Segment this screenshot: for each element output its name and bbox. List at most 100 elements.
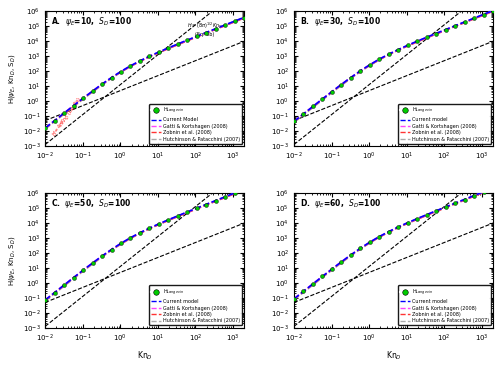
Y-axis label: H($\psi_E$, Kn$_D$, S$_D$): H($\psi_E$, Kn$_D$, S$_D$) [7, 54, 17, 104]
Point [60, 110, 68, 116]
Point [41, 125, 49, 131]
Point [442, 204, 450, 210]
Text: $H = 4\pi Kn_D^2$ (Eq. 6a): $H = 4\pi Kn_D^2$ (Eq. 6a) [50, 94, 86, 139]
Point [489, 8, 497, 14]
Point [451, 200, 459, 206]
Text: D.  $\psi_E$=60,  $S_D$=100: D. $\psi_E$=60, $S_D$=100 [300, 197, 382, 210]
X-axis label: Kn$_D$: Kn$_D$ [386, 349, 402, 362]
Point [422, 212, 430, 218]
Point [79, 268, 87, 273]
Point [347, 75, 355, 80]
Point [202, 201, 210, 207]
Point [98, 81, 106, 87]
Point [193, 206, 201, 211]
Point [212, 198, 220, 204]
Point [432, 208, 440, 214]
Point [108, 75, 116, 80]
Point [318, 273, 326, 279]
Point [60, 282, 68, 288]
Point [174, 41, 182, 47]
Point [88, 260, 96, 266]
Point [338, 259, 345, 265]
Text: $H = (8\pi)^{1/2} Kn_D$
(Eq. 6b): $H = (8\pi)^{1/2} Kn_D$ (Eq. 6b) [187, 21, 223, 37]
Point [489, 185, 497, 191]
Point [136, 230, 144, 236]
Point [404, 42, 411, 48]
Point [404, 220, 411, 226]
Point [460, 19, 468, 25]
Point [240, 186, 248, 192]
Point [290, 296, 298, 302]
Point [290, 118, 298, 124]
Legend: H$_{Langevin}$, Current model, Gatti & Kortshagen (2008), Zobnin et al. (2008), : H$_{Langevin}$, Current model, Gatti & K… [398, 286, 490, 325]
Point [230, 190, 238, 196]
Point [202, 30, 210, 36]
Point [184, 209, 192, 215]
Point [328, 89, 336, 95]
Point [451, 23, 459, 29]
Point [470, 193, 478, 199]
Text: B.  $\psi_E$=30,  $S_D$=100: B. $\psi_E$=30, $S_D$=100 [300, 15, 381, 28]
Point [300, 111, 308, 117]
Point [394, 224, 402, 230]
Point [164, 217, 172, 223]
Point [376, 56, 384, 62]
Point [79, 96, 87, 101]
Point [240, 14, 248, 20]
Point [146, 54, 154, 59]
Point [394, 47, 402, 53]
Point [126, 235, 134, 241]
Point [318, 96, 326, 102]
Point [338, 82, 345, 87]
Point [117, 241, 125, 246]
Point [222, 194, 230, 200]
Point [376, 234, 384, 240]
Point [136, 58, 144, 64]
Text: A.  $\psi_E$=10,  $S_D$=100: A. $\psi_E$=10, $S_D$=100 [51, 15, 132, 28]
Point [50, 290, 58, 296]
Point [309, 104, 317, 110]
Point [309, 281, 317, 287]
Point [50, 118, 58, 124]
Point [126, 63, 134, 69]
Point [432, 31, 440, 37]
X-axis label: Kn$_D$: Kn$_D$ [137, 349, 152, 362]
Point [164, 45, 172, 51]
Point [88, 88, 96, 94]
Point [366, 62, 374, 68]
Point [70, 275, 78, 280]
Point [98, 253, 106, 259]
Point [422, 34, 430, 40]
Point [222, 22, 230, 28]
Point [108, 246, 116, 252]
Text: C.  $\psi_E$=50,  $S_D$=100: C. $\psi_E$=50, $S_D$=100 [51, 197, 132, 210]
Point [117, 69, 125, 75]
Point [184, 37, 192, 43]
Point [155, 221, 163, 227]
Legend: H$_{Langevin}$, Current Model, Gatti & Kortshagen (2008), Zobnin et al. (2008), : H$_{Langevin}$, Current Model, Gatti & K… [149, 104, 242, 144]
Legend: H$_{Langevin}$, Current model, Gatti & Kortshagen (2008), Zobnin et al. (2008), : H$_{Langevin}$, Current model, Gatti & K… [398, 104, 490, 144]
Point [385, 51, 393, 57]
Point [193, 34, 201, 39]
Point [480, 189, 488, 195]
Point [413, 38, 421, 44]
Point [41, 297, 49, 303]
Point [356, 68, 364, 74]
Point [328, 266, 336, 272]
Legend: H$_{Langevin}$, Current model, Gatti & Kortshagen (2008), Zobnin et al. (2008), : H$_{Langevin}$, Current model, Gatti & K… [149, 286, 242, 325]
Point [356, 245, 364, 251]
Point [480, 11, 488, 17]
Point [230, 18, 238, 24]
Y-axis label: H($\psi_E$, Kn$_D$, S$_D$): H($\psi_E$, Kn$_D$, S$_D$) [7, 235, 17, 286]
Point [442, 27, 450, 33]
Point [347, 252, 355, 258]
Point [155, 49, 163, 55]
Point [366, 239, 374, 245]
Point [212, 26, 220, 32]
Point [300, 289, 308, 294]
Point [460, 197, 468, 203]
Point [385, 229, 393, 235]
Point [174, 213, 182, 219]
Point [70, 103, 78, 108]
Point [470, 15, 478, 21]
